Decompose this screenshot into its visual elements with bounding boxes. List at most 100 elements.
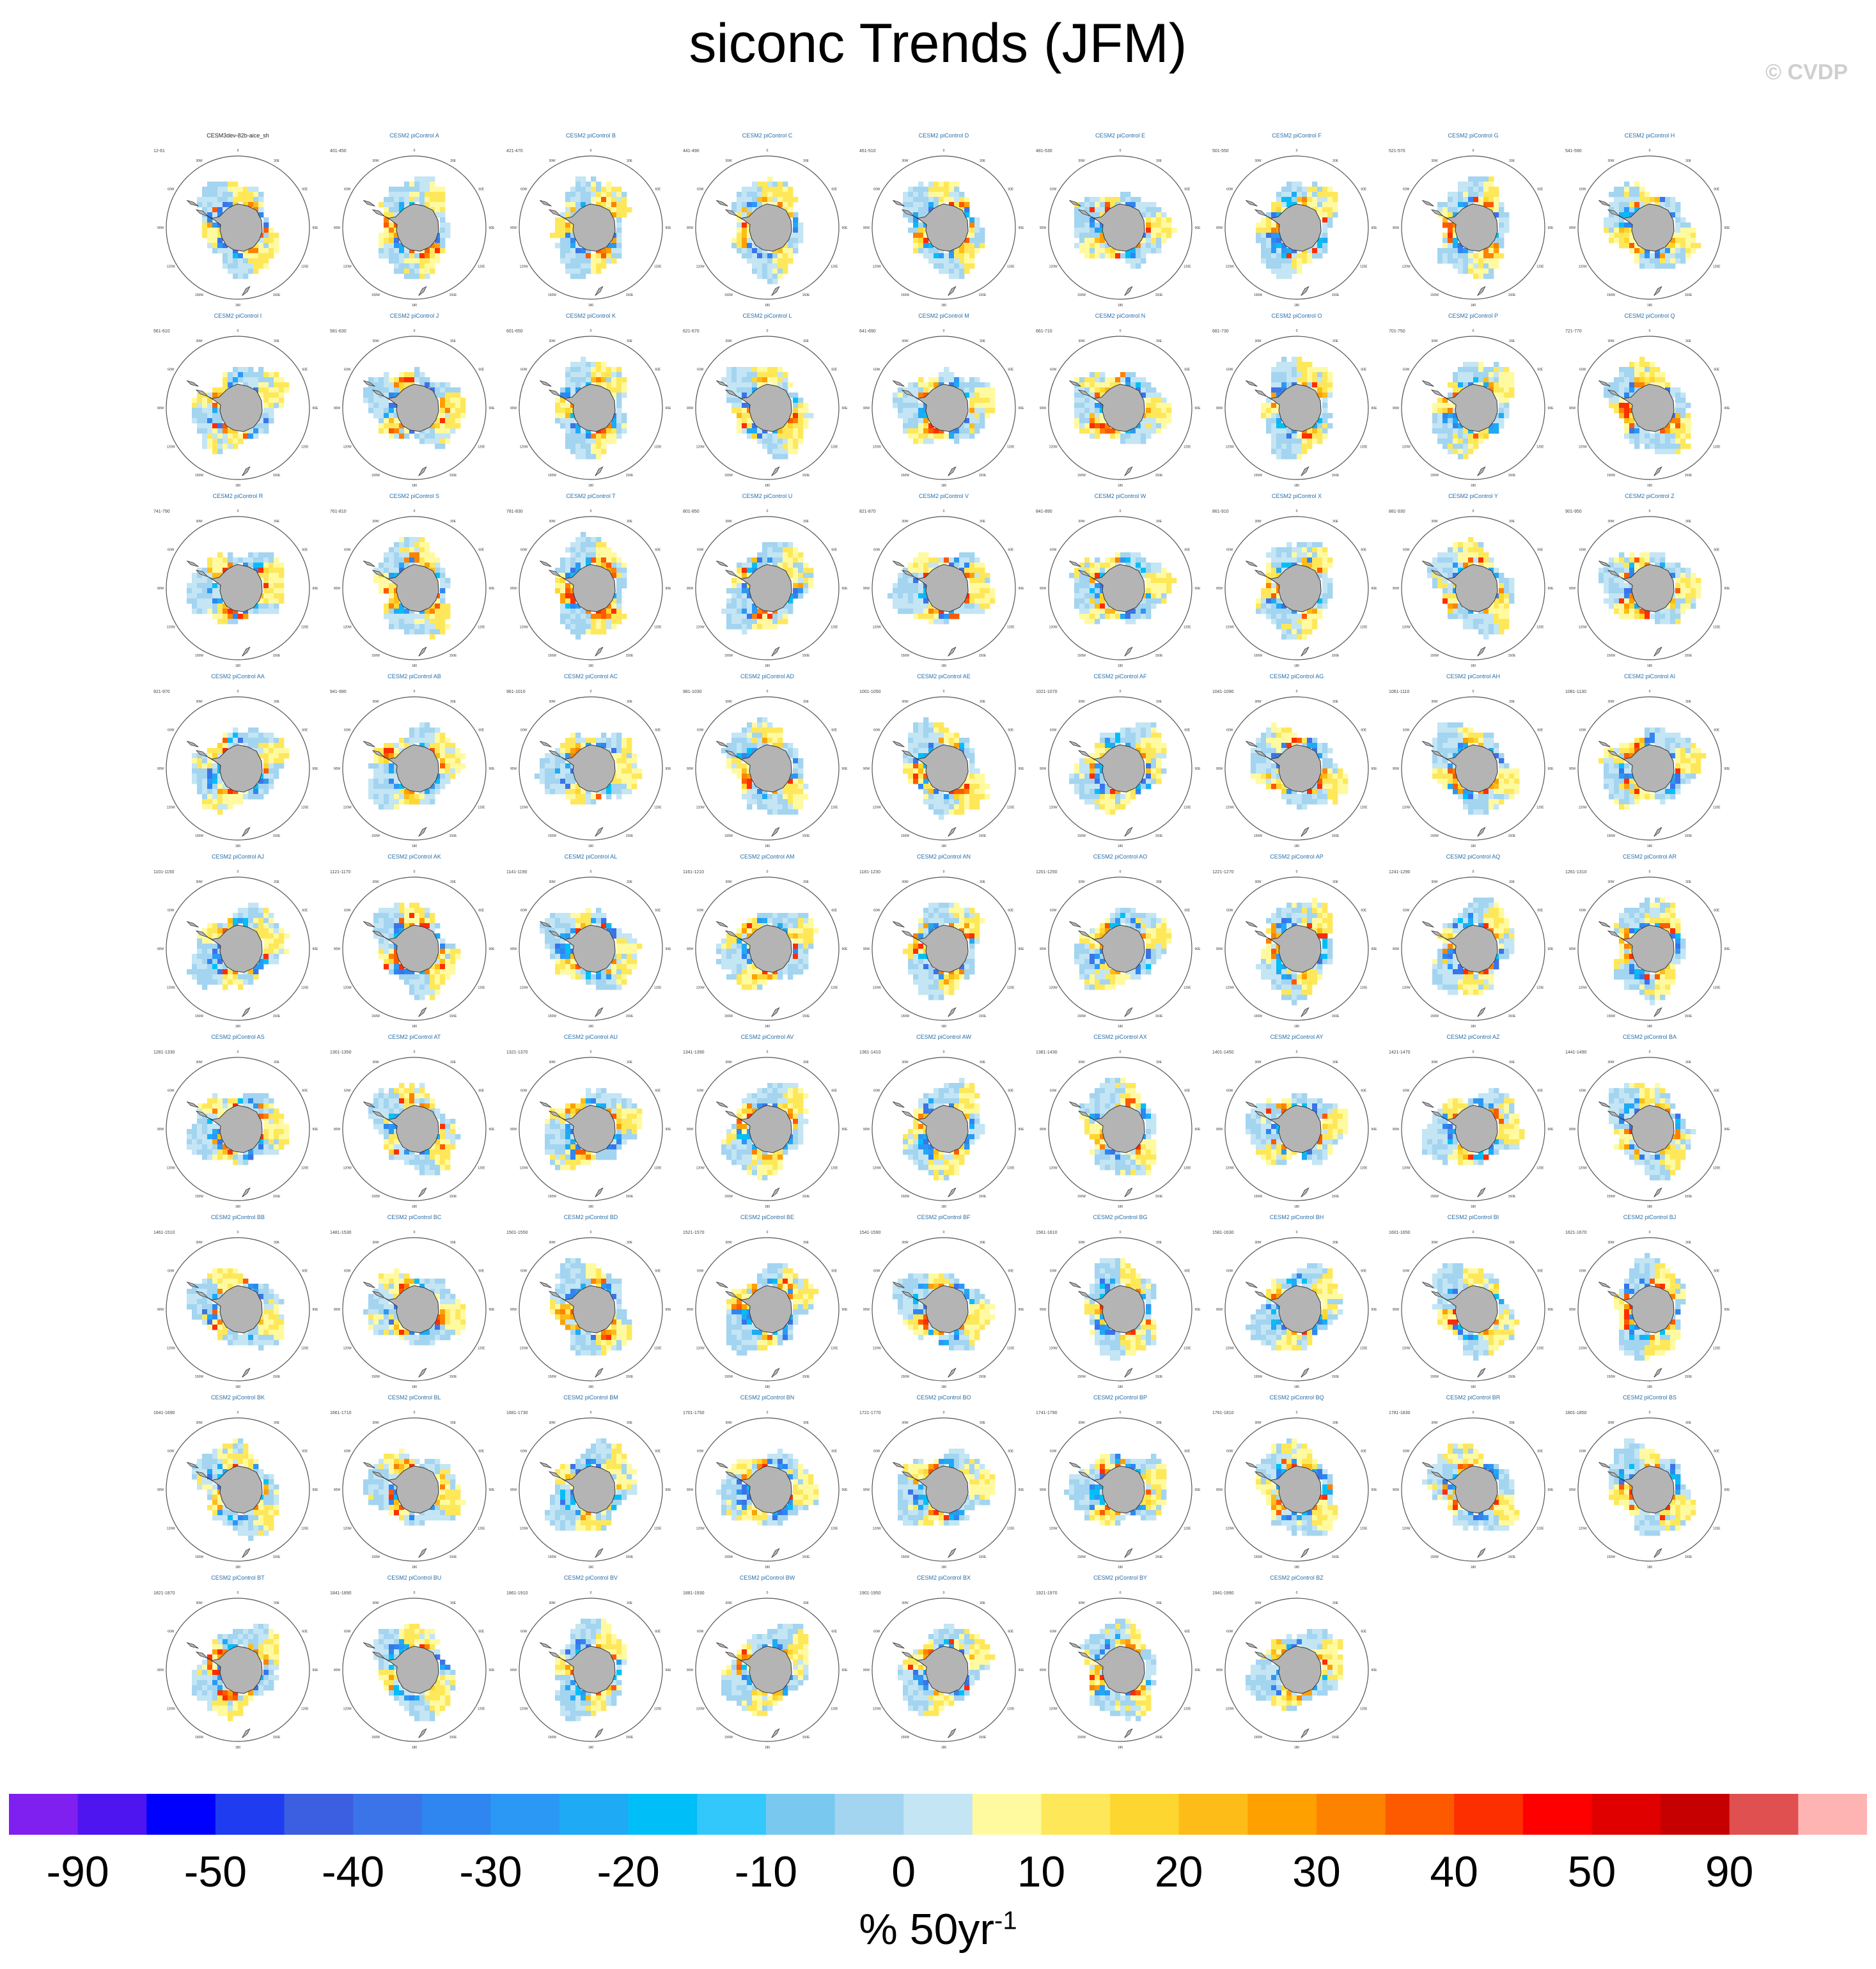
ice-cell [1665, 243, 1671, 249]
ice-cell [985, 387, 990, 393]
ice-cell [742, 624, 747, 630]
ice-cell [913, 228, 919, 233]
ice-cell [1458, 258, 1464, 264]
ice-cell [1090, 588, 1095, 594]
ice-cell [1494, 614, 1499, 619]
ice-cell [1453, 403, 1458, 409]
ice-cell [1499, 573, 1505, 579]
ice-cell [596, 439, 602, 444]
ice-cell [778, 382, 783, 388]
ice-cell [575, 274, 581, 279]
ice-cell [202, 779, 208, 784]
longitude-label: 150E [1155, 293, 1163, 297]
map-frame-ring [1577, 516, 1722, 660]
map-panel: CESM2 piControl AA 921-970 0 30E 60E 90E 120E 1… [150, 673, 326, 852]
ice-cell [419, 547, 425, 553]
ice-cell [621, 382, 627, 388]
ice-cell [197, 763, 203, 769]
ice-cell [1468, 362, 1474, 368]
ice-cell [1136, 439, 1141, 444]
ice-cell [974, 377, 980, 383]
longitude-label: 150E [1155, 654, 1163, 658]
ice-cell [793, 552, 799, 558]
ice-cell [425, 382, 430, 388]
ice-cell [389, 552, 395, 558]
ice-cell [778, 449, 783, 455]
new-zealand-shape [948, 466, 957, 476]
ice-cell [384, 418, 389, 424]
ice-cell [243, 433, 249, 439]
ice-cell [1442, 248, 1448, 254]
ice-cell [1276, 248, 1282, 254]
ice-cell [1458, 547, 1464, 553]
ice-cell [737, 588, 742, 594]
ice-cell [1483, 202, 1489, 208]
ice-cell [1504, 583, 1510, 589]
ice-cell [747, 593, 753, 599]
longitude-label: 150W [1254, 293, 1262, 297]
ice-cell [1302, 557, 1308, 563]
ice-cell [752, 263, 758, 269]
ice-cell [1141, 202, 1146, 208]
ice-cell [1453, 413, 1458, 419]
ice-cell [197, 758, 203, 764]
ice-cell [1090, 403, 1095, 409]
ice-cell [202, 598, 208, 604]
ice-cell [1084, 593, 1090, 599]
ice-cell [409, 619, 415, 625]
ice-cell [969, 588, 975, 594]
ice-cell [1448, 202, 1453, 208]
ice-cell [1619, 372, 1625, 378]
ice-cell [1276, 603, 1282, 609]
ice-cell [1090, 619, 1095, 625]
ice-cell [949, 182, 955, 187]
map-frame-ring [1048, 336, 1192, 480]
ice-cell [565, 563, 571, 568]
ice-cell [1156, 418, 1162, 424]
ice-cell [596, 614, 602, 619]
ice-cell [243, 274, 249, 279]
ice-cell [228, 248, 233, 254]
ice-cell [1074, 393, 1080, 398]
ice-cell [1478, 268, 1484, 274]
ice-cell [1090, 222, 1095, 228]
ice-cell [207, 182, 213, 187]
ice-cell [752, 372, 758, 378]
ice-cell [918, 408, 924, 414]
ice-cell [228, 799, 233, 805]
ice-cell [586, 542, 591, 548]
ice-cell [435, 573, 441, 579]
ice-cell [954, 253, 960, 259]
ice-cell [903, 428, 909, 434]
ice-cell [1297, 634, 1302, 640]
ice-cell [1696, 588, 1701, 594]
ice-cell [1271, 573, 1277, 579]
ice-cell [752, 423, 758, 429]
longitude-label: 90E [489, 587, 496, 591]
ice-cell [1317, 248, 1323, 254]
map-panel: CESM2 piControl G 521-570 0 30E 60E 90E 120E 15… [1385, 132, 1561, 311]
ice-cell [1079, 217, 1085, 223]
ice-cell [783, 423, 788, 429]
ice-cell [1499, 408, 1505, 414]
ice-cell [1468, 372, 1474, 378]
ice-cell [1292, 629, 1297, 635]
ice-cell [197, 398, 203, 403]
ice-cell [1095, 428, 1100, 434]
longitude-label: 90E [1019, 587, 1025, 591]
ice-cell [1614, 217, 1620, 223]
ice-cell [223, 619, 228, 625]
panel-years: 821-870 [859, 510, 876, 514]
ice-cell [1286, 253, 1292, 259]
ice-cell [1286, 428, 1292, 434]
ice-cell [243, 794, 249, 800]
ice-cell [581, 362, 586, 368]
ice-cell [1670, 619, 1676, 625]
ice-cell [1136, 263, 1141, 269]
ice-cell [445, 748, 451, 754]
ice-cell [726, 372, 732, 378]
ice-cell [1317, 609, 1323, 614]
longitude-label: 120E [1007, 626, 1015, 630]
ice-cell [394, 418, 400, 424]
ice-cell [263, 593, 269, 599]
